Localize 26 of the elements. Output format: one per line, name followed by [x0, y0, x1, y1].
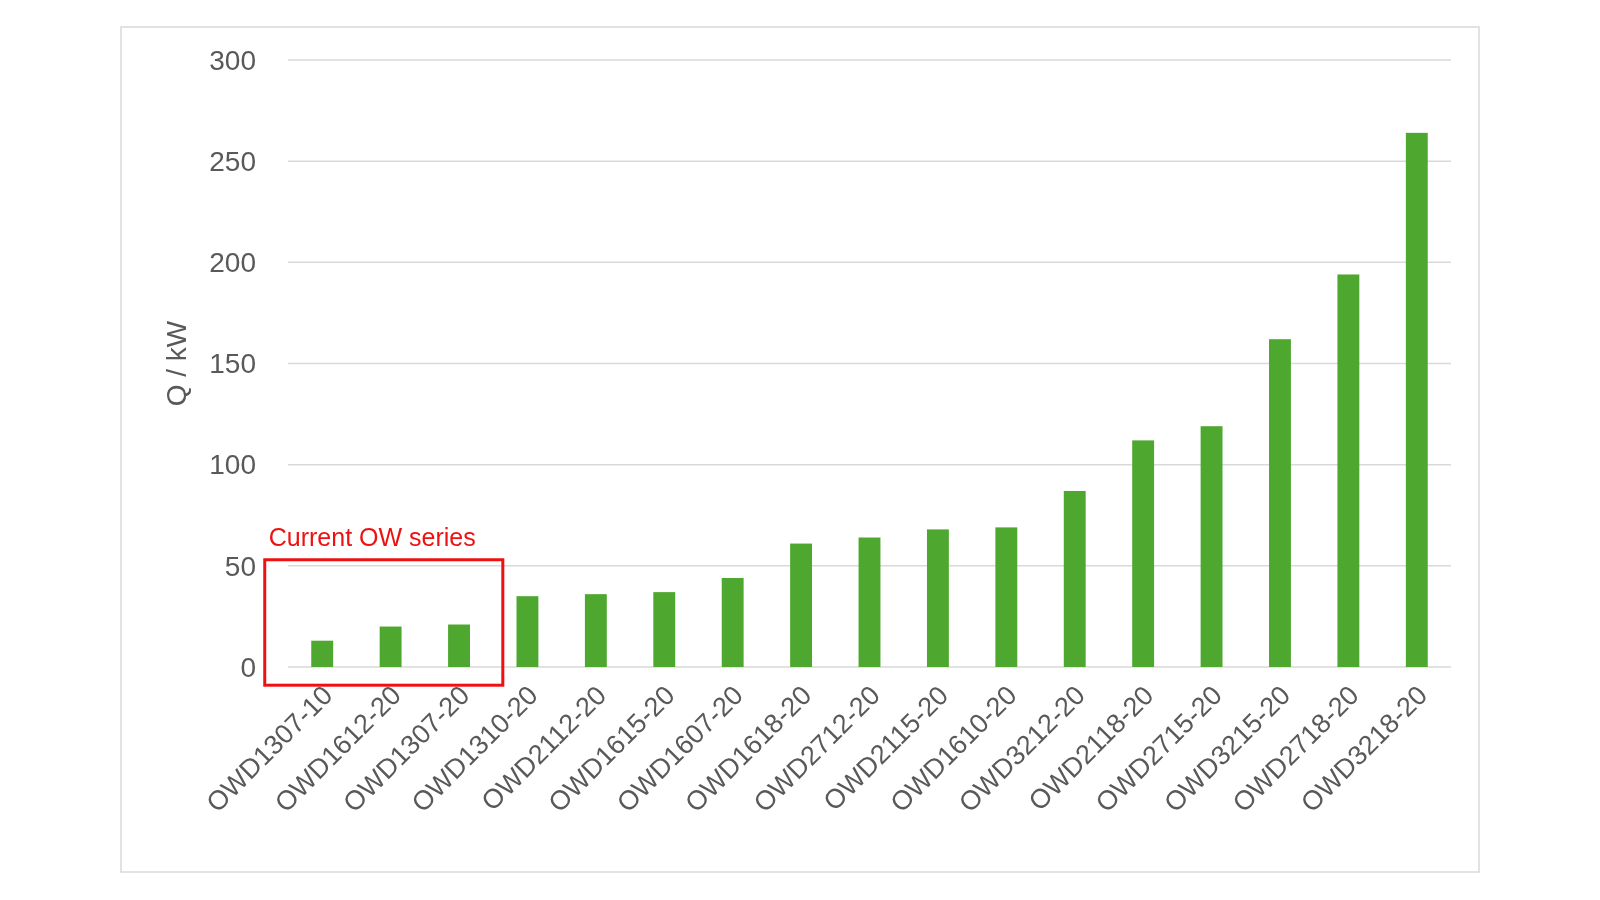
- bar: [653, 592, 676, 667]
- y-tick-label: 50: [224, 550, 256, 582]
- bar: [858, 537, 881, 667]
- bar: [721, 577, 744, 667]
- bar: [1405, 132, 1428, 667]
- bar: [1200, 426, 1223, 667]
- bar: [1337, 274, 1360, 667]
- bar: [516, 596, 539, 667]
- bar: [790, 543, 813, 667]
- bar: [1269, 339, 1291, 667]
- y-tick-label: 0: [240, 651, 256, 683]
- bar: [448, 624, 470, 667]
- bar: [926, 529, 949, 667]
- y-tick-label: 200: [209, 247, 256, 279]
- bar: [1132, 440, 1155, 667]
- bar: [379, 626, 402, 667]
- y-tick-label: 150: [209, 348, 256, 380]
- annotation: Current OW series: [268, 522, 476, 551]
- bar: [311, 640, 334, 667]
- bar: [995, 527, 1018, 667]
- y-tick-label: 300: [209, 44, 256, 76]
- y-tick-label: 250: [209, 145, 256, 177]
- y-tick-label: 100: [209, 449, 256, 481]
- y-axis-title: Q / kW: [161, 320, 192, 407]
- bar: [584, 594, 607, 667]
- bar: [1063, 490, 1086, 667]
